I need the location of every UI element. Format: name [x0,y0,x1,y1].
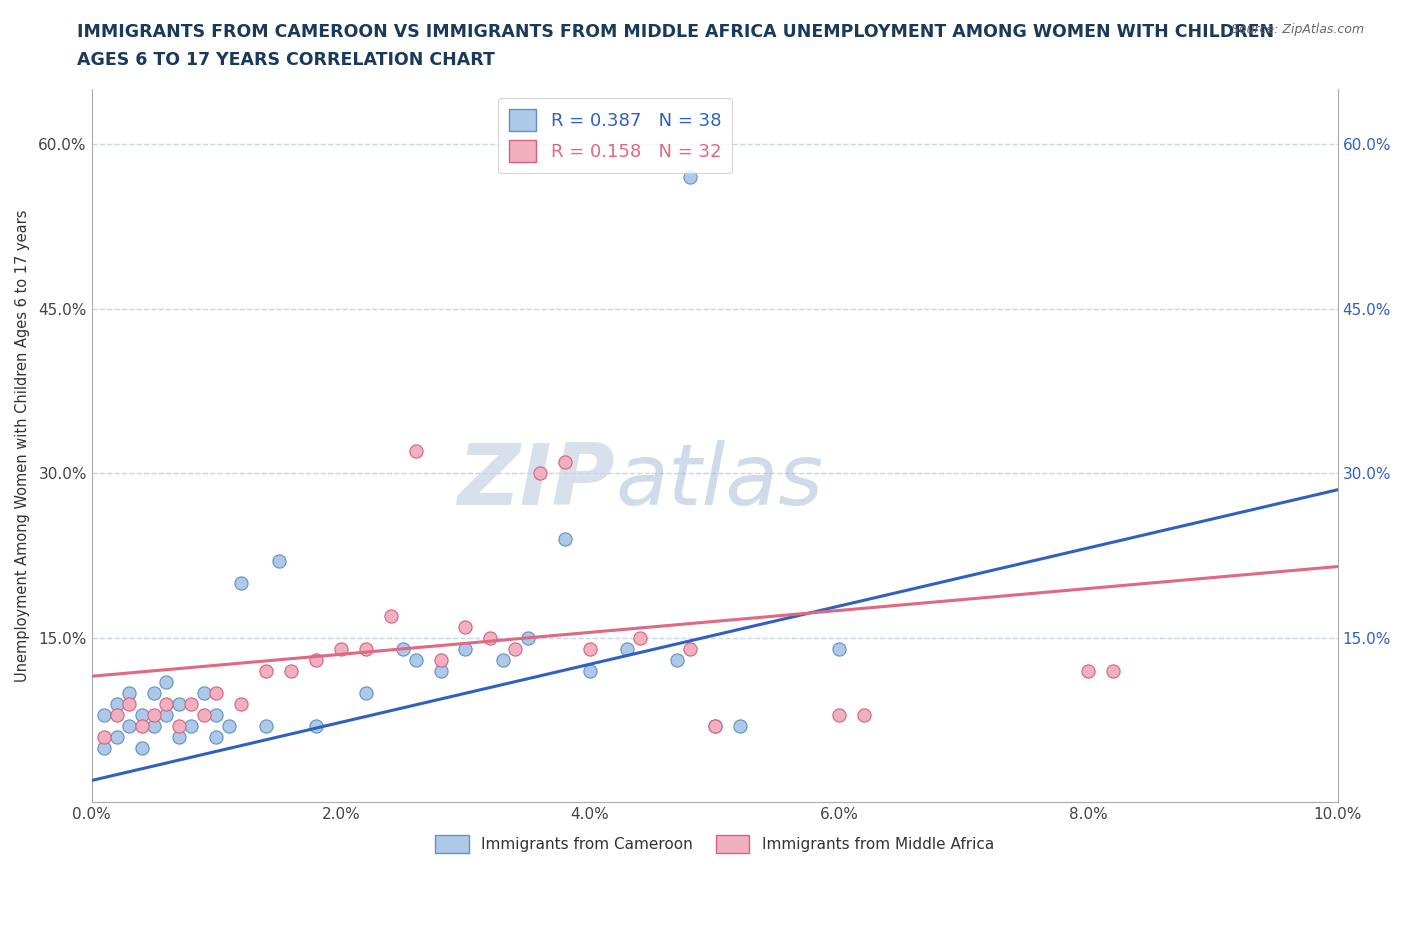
Point [628,631,651,645]
Point [254,663,277,678]
Point [516,631,538,645]
Point [180,697,202,711]
Point [131,740,153,755]
Point [118,718,141,733]
Text: atlas: atlas [614,440,823,523]
Point [1077,663,1099,678]
Point [479,631,502,645]
Point [105,729,128,744]
Point [155,697,177,711]
Point [167,697,190,711]
Point [354,642,377,657]
Point [131,718,153,733]
Point [193,707,215,722]
Point [143,685,166,700]
Point [679,169,702,184]
Point [505,642,527,657]
Point [254,718,277,733]
Point [180,718,202,733]
Point [392,642,415,657]
Y-axis label: Unemployment Among Women with Children Ages 6 to 17 years: Unemployment Among Women with Children A… [15,209,30,682]
Point [354,685,377,700]
Point [329,642,352,657]
Point [454,642,477,657]
Text: AGES 6 TO 17 YEARS CORRELATION CHART: AGES 6 TO 17 YEARS CORRELATION CHART [77,51,495,69]
Text: IMMIGRANTS FROM CAMEROON VS IMMIGRANTS FROM MIDDLE AFRICA UNEMPLOYMENT AMONG WOM: IMMIGRANTS FROM CAMEROON VS IMMIGRANTS F… [77,23,1274,41]
Point [93,740,115,755]
Point [429,652,451,667]
Point [405,652,427,667]
Point [143,718,166,733]
Point [380,608,402,623]
Legend: Immigrants from Cameroon, Immigrants from Middle Africa: Immigrants from Cameroon, Immigrants fro… [429,829,1000,859]
Point [105,707,128,722]
Point [155,707,177,722]
Point [267,553,290,568]
Point [93,729,115,744]
Point [167,729,190,744]
Point [305,718,328,733]
Point [155,674,177,689]
Point [492,652,515,667]
Point [305,652,328,667]
Point [118,685,141,700]
Point [105,697,128,711]
Point [554,455,576,470]
Point [118,697,141,711]
Point [405,444,427,458]
Text: Source: ZipAtlas.com: Source: ZipAtlas.com [1230,23,1364,36]
Point [205,685,228,700]
Point [429,663,451,678]
Point [93,707,115,722]
Point [205,707,228,722]
Point [193,685,215,700]
Point [143,707,166,722]
Point [1102,663,1125,678]
Point [529,466,551,481]
Point [167,718,190,733]
Point [828,707,851,722]
Point [853,707,876,722]
Point [454,619,477,634]
Point [666,652,689,667]
Point [218,718,240,733]
Point [616,642,638,657]
Point [231,576,253,591]
Point [205,729,228,744]
Text: ZIP: ZIP [457,440,614,523]
Point [679,642,702,657]
Point [231,697,253,711]
Point [703,718,725,733]
Point [828,642,851,657]
Point [579,642,602,657]
Point [131,707,153,722]
Point [280,663,302,678]
Point [579,663,602,678]
Point [703,718,725,733]
Point [554,532,576,547]
Point [728,718,751,733]
